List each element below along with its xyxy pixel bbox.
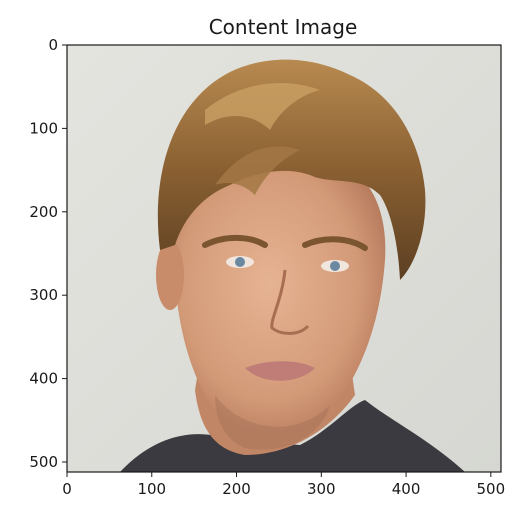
x-tick-label: 100 [137, 480, 166, 498]
y-tick-label: 100 [29, 119, 58, 137]
x-tick-label: 0 [62, 480, 72, 498]
y-tick-label: 200 [29, 203, 58, 221]
y-axis: 0 100 200 300 400 500 [29, 36, 67, 471]
image-hair-fringe [215, 146, 300, 195]
y-tick-label: 500 [29, 453, 58, 471]
image-stubble [215, 395, 330, 450]
x-tick-label: 500 [477, 480, 506, 498]
image-iris-left [235, 257, 245, 267]
x-tick-label: 200 [222, 480, 251, 498]
chart-title: Content Image [209, 15, 358, 39]
image-iris-right [330, 261, 340, 271]
image-lips [245, 361, 315, 381]
x-axis: 0 100 200 300 400 500 [62, 472, 505, 498]
x-tick-label: 400 [392, 480, 421, 498]
image-shirt [120, 400, 465, 472]
image-hair-highlight [205, 82, 320, 130]
y-tick-label: 300 [29, 286, 58, 304]
image-nose [270, 269, 310, 335]
x-tick-label: 300 [307, 480, 336, 498]
image-eyebrow-right [302, 236, 368, 251]
image-ear [156, 240, 184, 310]
content-image [67, 45, 501, 472]
image-eyebrow-left [202, 234, 268, 248]
axes-frame [66, 44, 502, 473]
y-tick-label: 400 [29, 370, 58, 388]
y-tick-label: 0 [48, 36, 58, 54]
